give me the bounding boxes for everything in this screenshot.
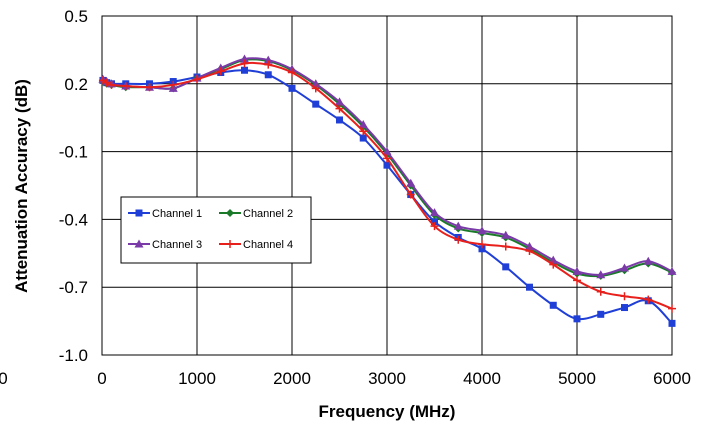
- data-point: [667, 266, 677, 275]
- series-layer: [98, 54, 677, 327]
- y-tick-label: -0.4: [59, 210, 88, 229]
- data-point: [241, 66, 248, 74]
- data-point: [264, 60, 273, 69]
- legend-marker: [226, 240, 234, 248]
- data-point: [573, 315, 581, 323]
- series-4: [98, 59, 676, 313]
- y-tick-label: -1.0: [59, 346, 88, 365]
- data-point: [502, 263, 510, 271]
- legend-label: Channel 3: [152, 239, 202, 251]
- legend-entry: Channel 1: [128, 208, 202, 220]
- data-point: [620, 292, 629, 301]
- data-point: [335, 97, 344, 106]
- data-point: [358, 119, 368, 128]
- data-point: [430, 208, 439, 217]
- data-point: [621, 304, 628, 312]
- legend-entry: Channel 2: [219, 208, 293, 220]
- data-point: [169, 80, 178, 89]
- data-point: [548, 255, 558, 264]
- data-point: [596, 287, 605, 296]
- legend-label: Channel 2: [243, 208, 293, 220]
- data-point: [311, 79, 321, 88]
- legend-label: Channel 4: [243, 239, 293, 251]
- data-point: [525, 242, 534, 251]
- legend-marker: [226, 209, 234, 217]
- data-point: [596, 270, 606, 279]
- legend: Channel 1 Channel 2 Channel 3 Channel 4: [120, 196, 312, 264]
- legend-label: Channel 1: [152, 208, 202, 220]
- x-tick-labels: 0 1000 2000 3000 4000 5000 6000: [97, 369, 691, 388]
- data-point: [383, 161, 391, 169]
- y-tick-label: -0.1: [59, 143, 88, 162]
- data-point: [288, 84, 296, 92]
- data-point: [382, 147, 392, 156]
- data-point: [477, 226, 487, 235]
- x-tick-label: 5000: [558, 369, 596, 388]
- y-tick-label: 0.2: [64, 75, 88, 94]
- y-tick-labels: 0.5 0.2 -0.1 -0.4 -0.7 -1.0: [59, 7, 88, 365]
- legend-marker: [134, 239, 144, 248]
- data-point: [525, 247, 534, 256]
- data-point: [430, 222, 439, 231]
- data-point: [121, 82, 130, 91]
- x-tick-label: 6000: [653, 369, 691, 388]
- data-point: [264, 71, 272, 79]
- data-point: [240, 54, 249, 63]
- data-point: [454, 235, 463, 244]
- data-point: [549, 260, 558, 269]
- data-point: [107, 80, 116, 89]
- data-point: [644, 295, 653, 304]
- data-point: [526, 283, 533, 291]
- data-point: [288, 68, 296, 77]
- legend-marker: [135, 209, 143, 217]
- data-point: [336, 116, 343, 124]
- data-point: [573, 276, 581, 285]
- y-axis-title: Attenuation Accuracy (dB): [12, 79, 31, 293]
- x-tick-label: 0: [97, 369, 106, 388]
- x-axis-title: Frequency (MHz): [319, 402, 456, 421]
- x-tick-label: 1000: [178, 369, 216, 388]
- data-point: [620, 263, 629, 272]
- data-point: [145, 83, 154, 92]
- left-clipped-tick-label: 0: [0, 369, 8, 388]
- data-point: [453, 221, 463, 230]
- x-tick-label: 4000: [463, 369, 501, 388]
- x-tick-label: 3000: [368, 369, 406, 388]
- legend-entry: Channel 4: [219, 239, 293, 251]
- legend-entry: Channel 3: [128, 239, 202, 251]
- y-tick-label: -0.7: [59, 278, 88, 297]
- data-point: [193, 75, 201, 84]
- data-point: [478, 240, 486, 249]
- data-point: [549, 301, 557, 309]
- data-point: [431, 218, 438, 226]
- data-point: [312, 100, 320, 108]
- data-point: [501, 242, 510, 251]
- data-point: [478, 245, 486, 253]
- data-point: [359, 127, 368, 136]
- data-point: [359, 134, 367, 142]
- data-point: [406, 178, 416, 187]
- data-point: [335, 104, 344, 113]
- data-point: [311, 84, 320, 93]
- legend-box: [120, 196, 312, 264]
- data-point: [572, 266, 582, 275]
- data-point: [263, 55, 273, 64]
- data-point: [597, 310, 605, 318]
- data-point: [501, 230, 511, 239]
- data-point: [216, 67, 225, 76]
- data-point: [383, 154, 391, 163]
- data-point: [668, 304, 676, 313]
- data-point: [643, 256, 653, 265]
- y-tick-label: 0.5: [64, 7, 88, 26]
- data-point: [102, 78, 111, 87]
- data-point: [668, 319, 676, 327]
- data-point: [240, 59, 249, 68]
- data-point: [406, 190, 415, 199]
- x-tick-label: 2000: [273, 369, 311, 388]
